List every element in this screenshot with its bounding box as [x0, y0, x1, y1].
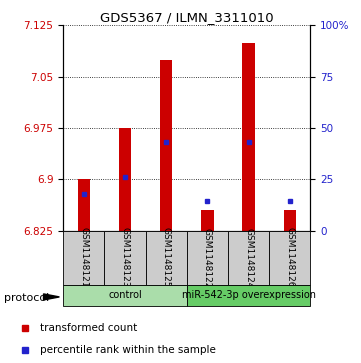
Text: GSM1148124: GSM1148124	[244, 228, 253, 288]
Bar	[187, 231, 228, 285]
Text: GSM1148122: GSM1148122	[203, 228, 212, 288]
Bar	[119, 128, 131, 231]
Bar	[63, 285, 187, 306]
Text: percentile rank within the sample: percentile rank within the sample	[40, 345, 216, 355]
Polygon shape	[44, 294, 59, 300]
Text: miR-542-3p overexpression: miR-542-3p overexpression	[182, 290, 316, 300]
Text: protocol: protocol	[4, 293, 49, 303]
Bar	[145, 231, 187, 285]
Bar	[201, 210, 214, 231]
Bar	[63, 231, 104, 285]
Bar	[104, 231, 145, 285]
Bar	[160, 60, 173, 231]
Text: control: control	[108, 290, 142, 300]
Text: transformed count: transformed count	[40, 323, 137, 333]
Text: GSM1148125: GSM1148125	[162, 228, 171, 288]
Text: GSM1148123: GSM1148123	[121, 228, 130, 288]
Bar	[228, 231, 269, 285]
Bar	[187, 285, 310, 306]
Bar	[78, 179, 90, 231]
Bar	[243, 42, 255, 231]
Bar	[269, 231, 310, 285]
Bar	[284, 210, 296, 231]
Text: GSM1148126: GSM1148126	[285, 228, 294, 288]
Title: GDS5367 / ILMN_3311010: GDS5367 / ILMN_3311010	[100, 11, 274, 24]
Text: GSM1148121: GSM1148121	[79, 228, 88, 288]
